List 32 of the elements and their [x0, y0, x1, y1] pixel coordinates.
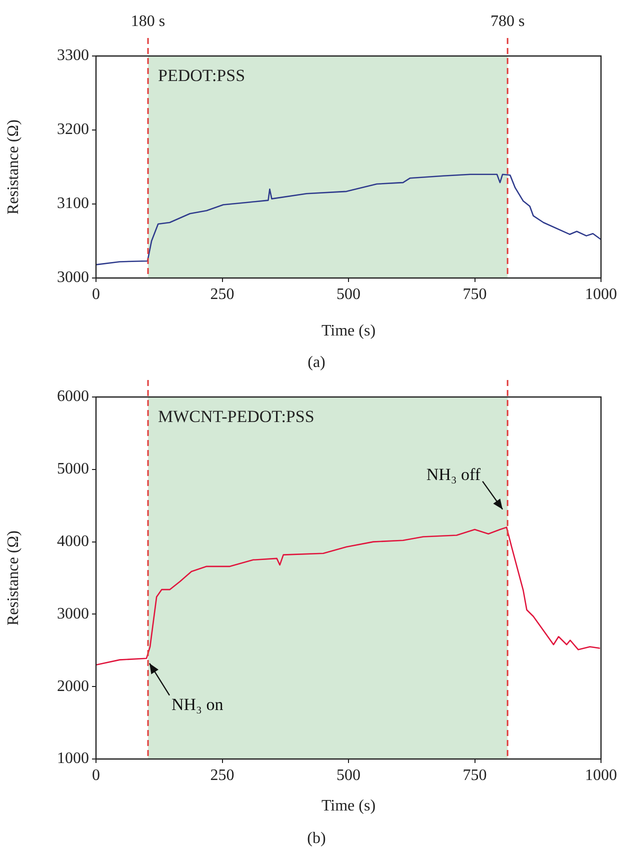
x-tick-label: 0 — [92, 286, 100, 303]
x-axis-title: Time (s) — [321, 798, 376, 815]
y-tick-label: 3000 — [57, 605, 89, 622]
y-tick-label: 3200 — [57, 121, 89, 138]
annotation: NH₃ on — [172, 694, 224, 714]
ref-line-label: 180 s — [130, 13, 166, 30]
x-tick-label: 500 — [336, 286, 360, 303]
text: MWCNT-PEDOT:PSS — [158, 406, 314, 426]
y-axis-title: Resistance (Ω) — [4, 530, 22, 626]
x-tick-label: 1000 — [585, 286, 617, 303]
text: (a) — [306, 353, 326, 373]
ref-line-label: 780 s — [490, 13, 525, 30]
x-tick-label: 500 — [336, 766, 360, 784]
y-axis-title: Resistance (Ω) — [4, 120, 22, 214]
x-tick-label: 250 — [210, 766, 234, 784]
x-tick-label: 750 — [462, 766, 487, 784]
y-tick-label: 4000 — [57, 533, 89, 550]
y-tick-label: 5000 — [57, 460, 89, 478]
y-tick-label: 2000 — [57, 678, 89, 695]
x-tick-label: 0 — [92, 766, 100, 784]
y-tick-label: 3300 — [57, 47, 89, 64]
y-tick-label: 6000 — [57, 388, 89, 406]
y-tick-label: 3100 — [57, 195, 89, 212]
x-tick-label: 750 — [462, 286, 487, 303]
annotation: NH₃ off — [426, 464, 481, 484]
x-axis-title: Time (s) — [321, 322, 376, 340]
text: (b) — [306, 829, 327, 849]
text: PEDOT:PSS — [158, 66, 246, 85]
x-tick-label: 1000 — [585, 766, 617, 784]
y-tick-label: 1000 — [57, 750, 89, 768]
y-tick-label: 3000 — [57, 269, 89, 286]
x-tick-label: 250 — [210, 286, 234, 303]
